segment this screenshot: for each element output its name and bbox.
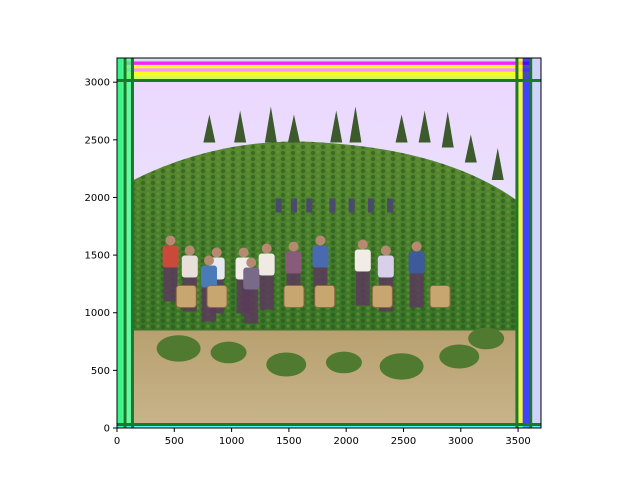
photo-person-body [354,249,371,272]
x-tick-label: 0 [114,436,120,447]
border-tint-top [125,64,531,69]
photo-person-head [315,235,326,246]
border-tint-right [522,58,531,428]
photo-person-head [411,241,422,252]
photo-basket [175,284,197,308]
photo-tree [418,110,431,143]
border-tint-right [530,58,541,428]
photo-bush [156,335,201,362]
photo-basket [206,284,228,308]
photo-person-body [162,245,179,268]
photo-bush [325,351,362,374]
photo-person-head [238,247,249,258]
photo-bush [210,341,247,364]
photo-person-head [184,245,195,256]
photo-tree [395,114,408,143]
photo-person-body [285,251,302,274]
border-tint-top [125,71,531,77]
y-tick-label: 3000 [85,78,110,89]
y-tick-label: 0 [104,424,110,435]
photo-person-head [211,247,222,258]
photo-tree [203,114,216,143]
x-tick-label: 3000 [448,436,473,447]
y-tick-label: 1000 [85,308,110,319]
photo-person-head [288,241,299,252]
photo-distant-person [275,198,282,213]
photo-distant-person [290,198,297,213]
photo-person-skirt [244,289,259,324]
border-tint-left [122,58,133,428]
plot-area [116,57,542,429]
photo-person-skirt [409,273,424,308]
guide-lines [117,58,541,428]
border-tint-bottom [117,424,541,428]
photo-person-skirt [259,275,274,310]
photo-bush [266,352,307,377]
photo-person-head [165,235,176,246]
x-tick-label: 2500 [391,436,416,447]
y-tick-label: 500 [91,366,110,377]
photo-person-body [377,255,394,278]
border-tints [117,58,541,428]
photo-person-body [243,267,260,290]
y-axis: 0 500 1000 1500 2000 2500 3000 [85,78,117,435]
photo-person-head [261,243,272,254]
photo-bush [468,327,505,350]
photo-distant-person [306,198,313,213]
border-tint-top [125,61,531,65]
photo-tree [349,106,362,143]
photo-person-head [357,239,368,250]
photo-tree [330,110,343,143]
photo-distant-person [329,198,336,213]
photo-tree [491,147,504,180]
photo-basket [314,284,336,308]
photo-person-body [181,255,198,278]
photo-distant-person [348,198,355,213]
x-tick-label: 2000 [333,436,358,447]
photo-person-body [408,251,425,274]
photo-bush [379,353,424,380]
photo-distant-person [387,198,394,213]
photo-basket [429,284,451,308]
y-tick-label: 2000 [85,193,110,204]
y-tick-label: 1500 [85,251,110,262]
photo-distant-person [367,198,374,213]
photo-person-skirt [355,271,370,306]
border-tint-top [125,76,531,81]
x-tick-label: 1500 [276,436,301,447]
photo-tree [441,111,454,148]
photo-person-body [258,253,275,276]
axes-frame [116,57,542,429]
photo-person-head [203,255,214,266]
x-tick-label: 1000 [219,436,244,447]
photo-tree [234,110,247,143]
photo-person-skirt [163,267,178,302]
x-axis: 0 500 1000 1500 2000 2500 3000 3500 [114,428,531,447]
photo-bush [439,344,480,369]
photo-person-head [380,245,391,256]
border-tint-right [516,58,523,428]
photo-tree [287,114,300,143]
photo-tree [264,106,277,143]
photo-image [117,58,541,428]
photo-person-body [200,265,217,288]
photo-basket [283,284,305,308]
x-tick-label: 500 [165,436,184,447]
photo-basket [371,284,393,308]
y-tick-label: 2500 [85,135,110,146]
x-tick-label: 3500 [505,436,530,447]
photo-person-head [246,257,257,268]
photo-person-body [312,245,329,268]
photo-tree [464,134,477,163]
border-tint-top [125,68,531,72]
border-tint-left [117,58,123,428]
